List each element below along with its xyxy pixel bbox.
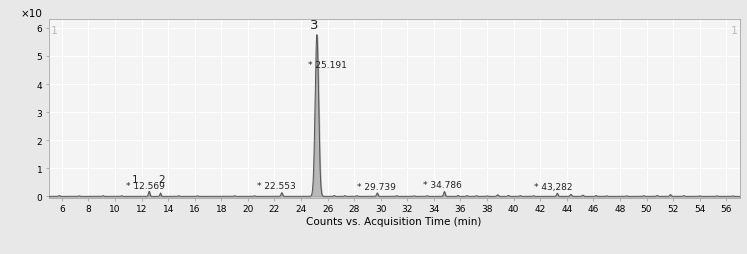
Text: 2: 2 <box>158 174 165 184</box>
Text: 3: 3 <box>310 19 318 32</box>
Text: 1: 1 <box>731 26 738 36</box>
Text: * 22.553: * 22.553 <box>257 182 296 190</box>
Text: 1: 1 <box>51 26 58 36</box>
Text: * 29.739: * 29.739 <box>357 182 396 191</box>
Text: * 12.569: * 12.569 <box>126 181 165 190</box>
Text: * 25.191: * 25.191 <box>309 60 347 69</box>
X-axis label: Counts vs. Acquisition Time (min): Counts vs. Acquisition Time (min) <box>306 216 482 226</box>
Text: ×10: ×10 <box>21 9 43 19</box>
Text: 1: 1 <box>132 174 139 184</box>
Text: * 34.786: * 34.786 <box>424 181 462 189</box>
Text: * 43,282: * 43,282 <box>533 182 572 191</box>
